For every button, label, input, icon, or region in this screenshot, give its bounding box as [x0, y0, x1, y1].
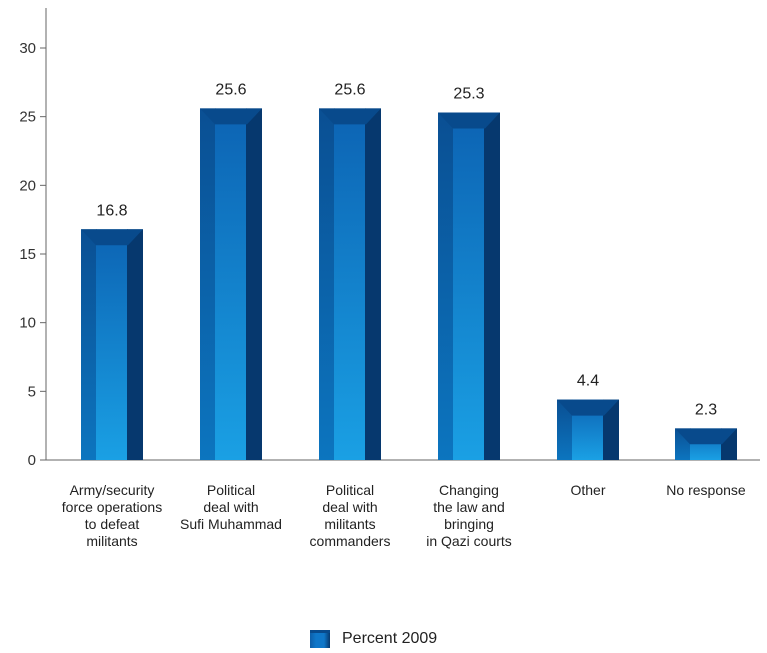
- chart-legend: Percent 2009: [310, 630, 437, 648]
- bar: [81, 229, 143, 460]
- bar-top-bevel: [438, 112, 500, 129]
- bar-value-label: 25.6: [334, 81, 365, 98]
- bar-right-face: [484, 112, 500, 461]
- bar-top-bevel: [675, 428, 737, 445]
- y-tick-label: 10: [19, 315, 36, 332]
- y-tick-label: 5: [28, 383, 36, 400]
- bar: [438, 112, 500, 461]
- y-tick-label: 0: [28, 452, 36, 469]
- bar-value-label: 2.3: [695, 401, 717, 418]
- bar-top-bevel: [81, 229, 143, 246]
- bar-front-face: [96, 229, 128, 460]
- x-category-label: No response: [666, 482, 746, 498]
- bar-right-face: [365, 108, 381, 460]
- bar-value-label: 16.8: [96, 202, 127, 219]
- x-category-label: Political deal with Sufi Muhammad: [180, 482, 282, 532]
- chart-bars: [81, 108, 737, 461]
- bar-front-face: [215, 108, 247, 460]
- bar-right-face: [603, 399, 619, 460]
- x-category-label: Changing the law and bringing in Qazi court…: [426, 482, 512, 549]
- bar-left-face: [557, 399, 573, 460]
- x-category-label: Political deal with militants commanders: [310, 482, 391, 549]
- y-tick-label: 20: [19, 177, 36, 194]
- bar-front-face: [453, 112, 485, 461]
- legend-swatch: [310, 630, 330, 648]
- bar-right-face: [246, 108, 262, 460]
- bar-left-face: [200, 108, 216, 460]
- chart-labels: 16.8 25.6 25.6 25.3 4.4 2.3 Army/security force…: [62, 81, 746, 549]
- bar: [319, 108, 381, 460]
- y-tick-label: 25: [19, 109, 36, 126]
- legend-label: Percent 2009: [342, 630, 438, 647]
- chart-axes: 0 5 10 15 20 25 30: [19, 8, 760, 469]
- x-category-label: Army/security force operations to defeat mi…: [62, 482, 162, 549]
- bar-top-bevel: [557, 399, 619, 416]
- bar-right-face: [127, 229, 143, 460]
- bar-top-bevel: [200, 108, 262, 125]
- bar-top-bevel: [319, 108, 381, 125]
- bar-left-face: [319, 108, 335, 460]
- bar-value-label: 25.3: [453, 86, 484, 103]
- bar-left-face: [438, 112, 454, 461]
- bar-chart: 0 5 10 15 20 25 30 16.8 25.6 25.6 25.3 4.4 2.3 Army/…: [19, 8, 760, 549]
- bar-value-label: 4.4: [577, 373, 599, 390]
- y-tick-label: 30: [19, 40, 36, 57]
- bar-front-face: [334, 108, 366, 460]
- x-category-label: Other: [570, 482, 605, 498]
- y-tick-label: 15: [19, 246, 36, 263]
- bar: [675, 428, 737, 460]
- bar: [557, 399, 619, 460]
- bar-value-label: 25.6: [215, 81, 246, 98]
- bar-left-face: [81, 229, 97, 460]
- bar: [200, 108, 262, 460]
